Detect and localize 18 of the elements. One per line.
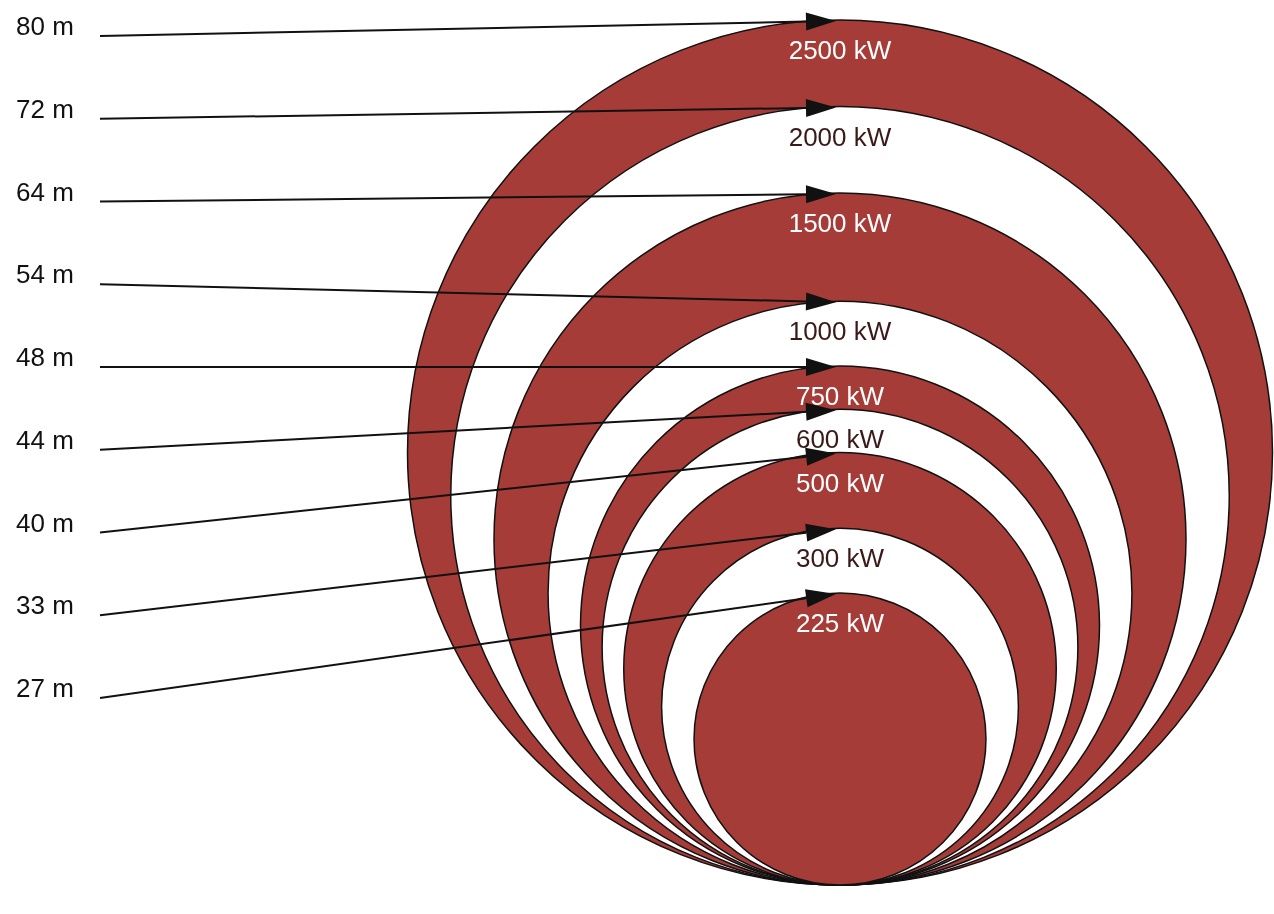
data-label: 54 m [16,259,74,290]
data-label: 40 m [16,507,74,538]
data-label: 33 m [16,590,74,621]
category-label: 1000 kW [788,316,892,347]
category-label: 750 kW [795,381,885,412]
category-label: 225 kW [795,608,885,639]
data-label: 64 m [16,176,74,207]
category-label: 300 kW [795,543,885,574]
data-label: 48 m [16,342,74,373]
category-label: 1500 kW [788,208,892,239]
category-label: 500 kW [795,467,885,498]
category-label: 600 kW [795,424,885,455]
category-label: 2000 kW [788,121,892,152]
category-label: 2500 kW [788,35,892,66]
data-label: 44 m [16,424,74,455]
data-label: 72 m [16,93,74,124]
data-label: 27 m [16,673,74,704]
data-label: 80 m [16,11,74,42]
